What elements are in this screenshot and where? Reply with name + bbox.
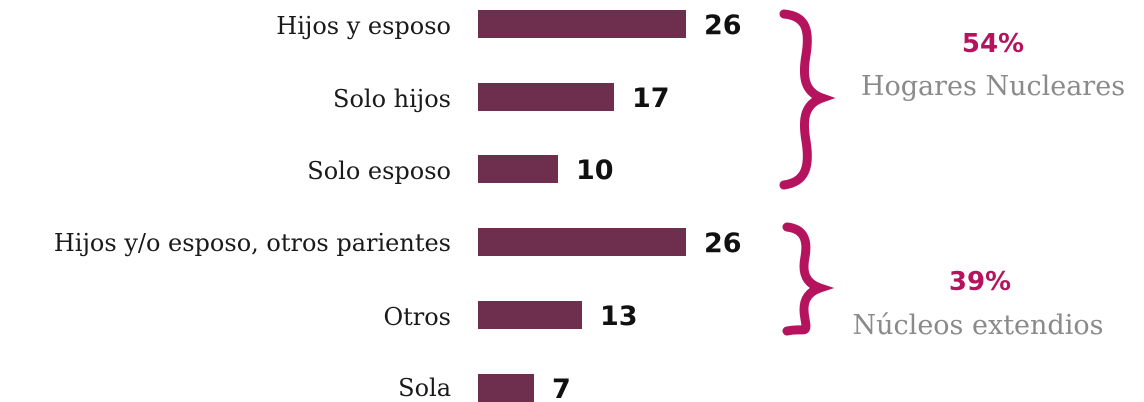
bar — [478, 374, 534, 402]
category-label: Solo esposo — [307, 157, 451, 185]
group-label: Núcleos extendios — [853, 310, 1104, 341]
group-percent: 39% — [949, 267, 1011, 297]
bar — [478, 83, 614, 111]
bar — [478, 301, 582, 329]
value-label: 13 — [600, 301, 638, 332]
bars-group — [478, 10, 686, 402]
bar — [478, 10, 686, 38]
value-label: 26 — [704, 228, 742, 259]
category-label: Hijos y/o esposo, otros parientes — [54, 229, 451, 257]
category-label: Solo hijos — [333, 85, 451, 113]
bar — [478, 228, 686, 256]
category-label: Hijos y esposo — [276, 12, 451, 40]
value-label: 10 — [576, 155, 614, 186]
value-label: 26 — [704, 10, 742, 41]
category-label: Sola — [398, 374, 451, 402]
group-percent: 54% — [962, 29, 1024, 59]
bar — [478, 155, 558, 183]
category-label: Otros — [383, 303, 451, 331]
curly-brace-icon — [784, 14, 822, 185]
value-label: 7 — [552, 374, 571, 402]
group-label: Hogares Nucleares — [861, 71, 1125, 102]
value-label: 17 — [632, 83, 670, 114]
curly-brace-icon — [787, 227, 820, 331]
